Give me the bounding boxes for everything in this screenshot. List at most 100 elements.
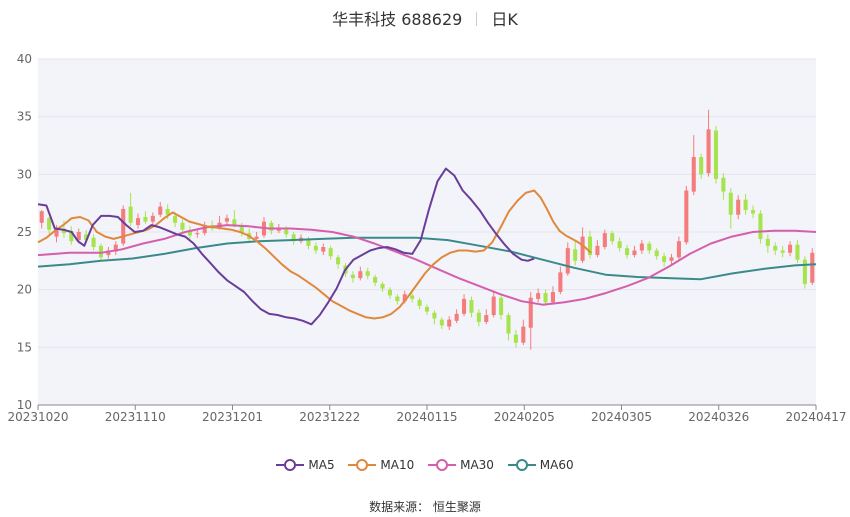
candle-body bbox=[721, 177, 726, 192]
candle-body bbox=[180, 222, 185, 230]
candle-body bbox=[395, 296, 400, 302]
candle-body bbox=[491, 296, 496, 316]
x-tick-label: 20240417 bbox=[785, 410, 846, 424]
candle-body bbox=[736, 199, 741, 215]
x-tick-label: 20240326 bbox=[688, 410, 749, 424]
candle-body bbox=[454, 313, 459, 321]
candle-body bbox=[521, 326, 526, 343]
candle-body bbox=[802, 259, 807, 284]
ma-line-ma10 bbox=[37, 189, 592, 320]
candle-body bbox=[276, 228, 281, 231]
legend-label-ma10: MA10 bbox=[380, 458, 415, 472]
candle-body bbox=[528, 297, 533, 328]
candle-body bbox=[595, 245, 600, 256]
legend-marker-ma5 bbox=[276, 459, 305, 471]
candle-body bbox=[788, 244, 793, 253]
candle-body bbox=[336, 257, 341, 265]
title-separator bbox=[476, 12, 478, 26]
candle-body bbox=[780, 250, 785, 253]
candle-body bbox=[439, 319, 444, 326]
candle-body bbox=[410, 295, 415, 299]
data-source: 数据来源： 恒生聚源 bbox=[369, 500, 481, 514]
candle-body bbox=[143, 217, 148, 222]
candle-body bbox=[484, 315, 489, 322]
candle-body bbox=[402, 294, 407, 302]
candle-body bbox=[469, 300, 474, 313]
candle-body bbox=[654, 250, 659, 257]
y-tick-label: 40 bbox=[17, 52, 32, 66]
candle-body bbox=[795, 244, 800, 260]
candle-body bbox=[254, 236, 259, 239]
candle-body bbox=[113, 244, 118, 252]
legend-marker-ma10 bbox=[348, 459, 377, 471]
candle-body bbox=[91, 237, 96, 247]
candle-body bbox=[743, 199, 748, 211]
x-tick-label: 20240305 bbox=[591, 410, 652, 424]
candle-body bbox=[128, 206, 133, 223]
candle-body bbox=[121, 208, 126, 244]
candle-body bbox=[39, 211, 44, 223]
candle-body bbox=[625, 248, 630, 256]
candle-body bbox=[269, 222, 274, 231]
candle-body bbox=[232, 219, 237, 226]
candle-body bbox=[565, 248, 570, 274]
x-tick-label: 20240205 bbox=[494, 410, 555, 424]
candle-body bbox=[135, 218, 141, 226]
candle-body bbox=[187, 230, 192, 236]
candle-body bbox=[350, 274, 355, 279]
candle-body bbox=[447, 319, 452, 327]
y-tick-label: 30 bbox=[17, 167, 32, 181]
legend-item-ma60[interactable]: MA60 bbox=[507, 458, 574, 472]
candle-body bbox=[536, 293, 541, 299]
legend-marker-ma30 bbox=[428, 459, 457, 471]
candle-body bbox=[432, 312, 437, 319]
candle-body bbox=[84, 234, 89, 241]
candle-body bbox=[647, 243, 652, 251]
candle-body bbox=[587, 236, 593, 256]
candle-body bbox=[662, 256, 667, 262]
candle-body bbox=[676, 241, 681, 258]
candle-body bbox=[417, 300, 422, 306]
y-tick-label: 35 bbox=[17, 110, 32, 124]
legend-label-ma5: MA5 bbox=[308, 458, 335, 472]
candle-body bbox=[706, 129, 711, 174]
ma-line-ma30 bbox=[37, 224, 817, 306]
candle-body bbox=[387, 289, 392, 296]
candle-body bbox=[328, 248, 333, 257]
candle-body bbox=[669, 257, 674, 261]
candle-body bbox=[98, 245, 104, 258]
candle-body bbox=[202, 225, 207, 234]
candle-body bbox=[558, 272, 563, 292]
x-tick-label: 20231020 bbox=[7, 410, 68, 424]
legend-item-ma10[interactable]: MA10 bbox=[348, 458, 414, 472]
ma-line-ma5 bbox=[37, 167, 535, 326]
candle-body bbox=[165, 208, 170, 215]
x-tick-label: 20231201 bbox=[202, 410, 263, 424]
ma-line-ma60 bbox=[37, 236, 817, 281]
candle-body bbox=[224, 218, 229, 222]
candle-body bbox=[306, 238, 311, 246]
legend-item-ma30[interactable]: MA30 bbox=[428, 458, 494, 472]
candle-body bbox=[699, 157, 704, 175]
chart-title: 华丰科技 688629 日K bbox=[0, 6, 850, 30]
candle-body bbox=[365, 271, 370, 276]
candle-body bbox=[573, 249, 578, 261]
candle-body bbox=[239, 226, 244, 234]
candle-body bbox=[580, 236, 585, 261]
x-tick-label: 20231110 bbox=[105, 410, 166, 424]
candle-body bbox=[54, 227, 59, 237]
candle-body bbox=[158, 206, 163, 215]
candle-body bbox=[639, 243, 644, 251]
candle-body bbox=[728, 192, 733, 215]
candle-body bbox=[506, 315, 511, 334]
candle-body bbox=[106, 250, 111, 256]
stock-name: 华丰科技 688629 bbox=[332, 10, 463, 29]
legend-item-ma5[interactable]: MA5 bbox=[276, 458, 335, 472]
candle-body bbox=[499, 297, 504, 316]
x-tick-label: 20240115 bbox=[396, 410, 457, 424]
candle-body bbox=[632, 250, 637, 256]
candle-body bbox=[476, 312, 481, 322]
x-tick-label: 20231222 bbox=[299, 410, 360, 424]
candle-body bbox=[69, 230, 74, 242]
